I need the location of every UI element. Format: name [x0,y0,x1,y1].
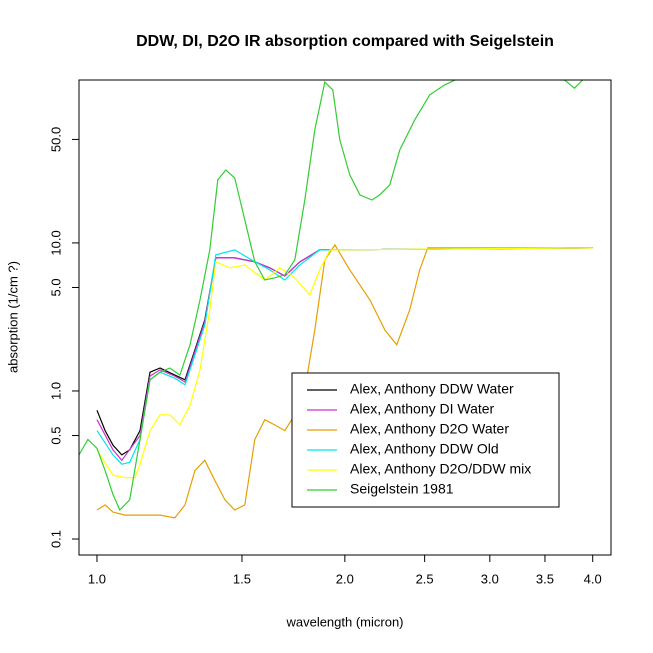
y-tick-label: 0.5 [48,426,63,444]
x-tick-label: 1.5 [233,571,251,586]
x-tick-label: 1.0 [88,571,106,586]
series-line [96,247,593,465]
y-tick-label: 50.0 [48,127,63,152]
x-tick-label: 3.5 [536,571,554,586]
x-tick-label: 3.0 [481,571,499,586]
legend-label: Seigelstein 1981 [350,481,454,497]
legend-label: Alex, Anthony DI Water [350,401,495,417]
plot-area [79,80,593,519]
y-tick-label: 10.0 [48,230,63,255]
legend-label: Alex, Anthony D2O/DDW mix [350,461,531,477]
series-line [79,80,584,512]
chart-title: DDW, DI, D2O IR absorption compared with… [136,33,554,50]
legend-label: Alex, Anthony DDW Old [350,441,499,457]
y-tick-label: 0.1 [48,530,63,548]
legend-label: Alex, Anthony DDW Water [350,381,514,397]
series-line [96,247,593,462]
x-tick-label: 2.5 [416,571,434,586]
legend-box [291,372,560,508]
series-line [96,247,593,479]
y-tick-label: 5.0 [48,278,63,296]
y-tick-label: 1.0 [48,382,63,400]
x-tick-label: 2.0 [336,571,354,586]
series-line [96,243,593,519]
y-axis-label: absorption (1/cm ?) [5,261,20,373]
x-tick-label: 4.0 [584,571,602,586]
x-axis-label: wavelength (micron) [285,614,403,629]
legend-label: Alex, Anthony D2O Water [350,421,509,437]
